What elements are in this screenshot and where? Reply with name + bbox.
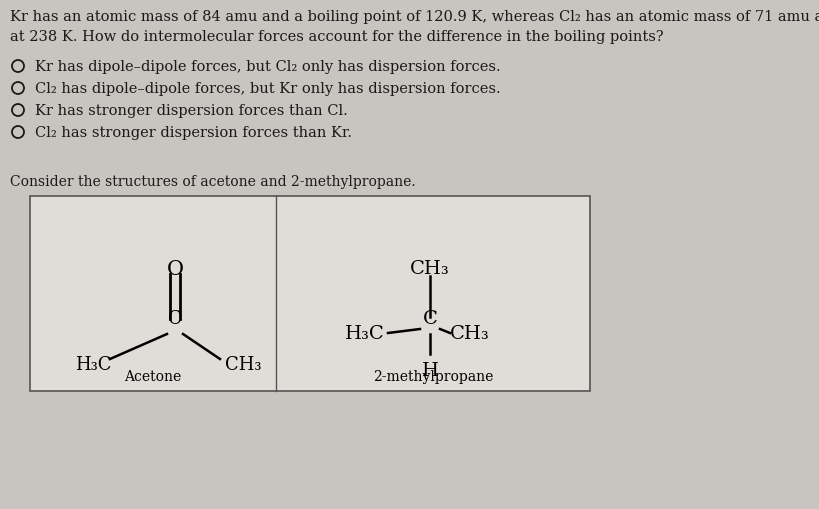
Text: Acetone: Acetone [124,369,182,383]
Text: H₃C: H₃C [75,355,111,373]
Text: at 238 K. How do intermolecular forces account for the difference in the boiling: at 238 K. How do intermolecular forces a… [10,30,663,44]
Text: H₃C: H₃C [345,324,385,343]
Text: C: C [423,309,437,327]
Text: C: C [168,309,182,327]
Text: Kr has dipole–dipole forces, but Cl₂ only has dispersion forces.: Kr has dipole–dipole forces, but Cl₂ onl… [35,60,500,74]
Text: Consider the structures of acetone and 2-methylpropane.: Consider the structures of acetone and 2… [10,175,415,189]
Text: Kr has stronger dispersion forces than Cl.: Kr has stronger dispersion forces than C… [35,104,348,118]
Text: O: O [166,260,183,278]
Text: Cl₂ has dipole–dipole forces, but Kr only has dispersion forces.: Cl₂ has dipole–dipole forces, but Kr onl… [35,82,500,96]
Text: CH₃: CH₃ [450,324,490,343]
Text: CH₃: CH₃ [225,355,261,373]
Text: CH₃: CH₃ [410,260,450,277]
Text: H: H [422,361,438,379]
Bar [30,196,590,391]
Text: Cl₂ has stronger dispersion forces than Kr.: Cl₂ has stronger dispersion forces than … [35,126,352,140]
Text: 2-methylpropane: 2-methylpropane [373,369,493,383]
Text: Kr has an atomic mass of 84 amu and a boiling point of 120.9 K, whereas Cl₂ has : Kr has an atomic mass of 84 amu and a bo… [10,10,819,24]
